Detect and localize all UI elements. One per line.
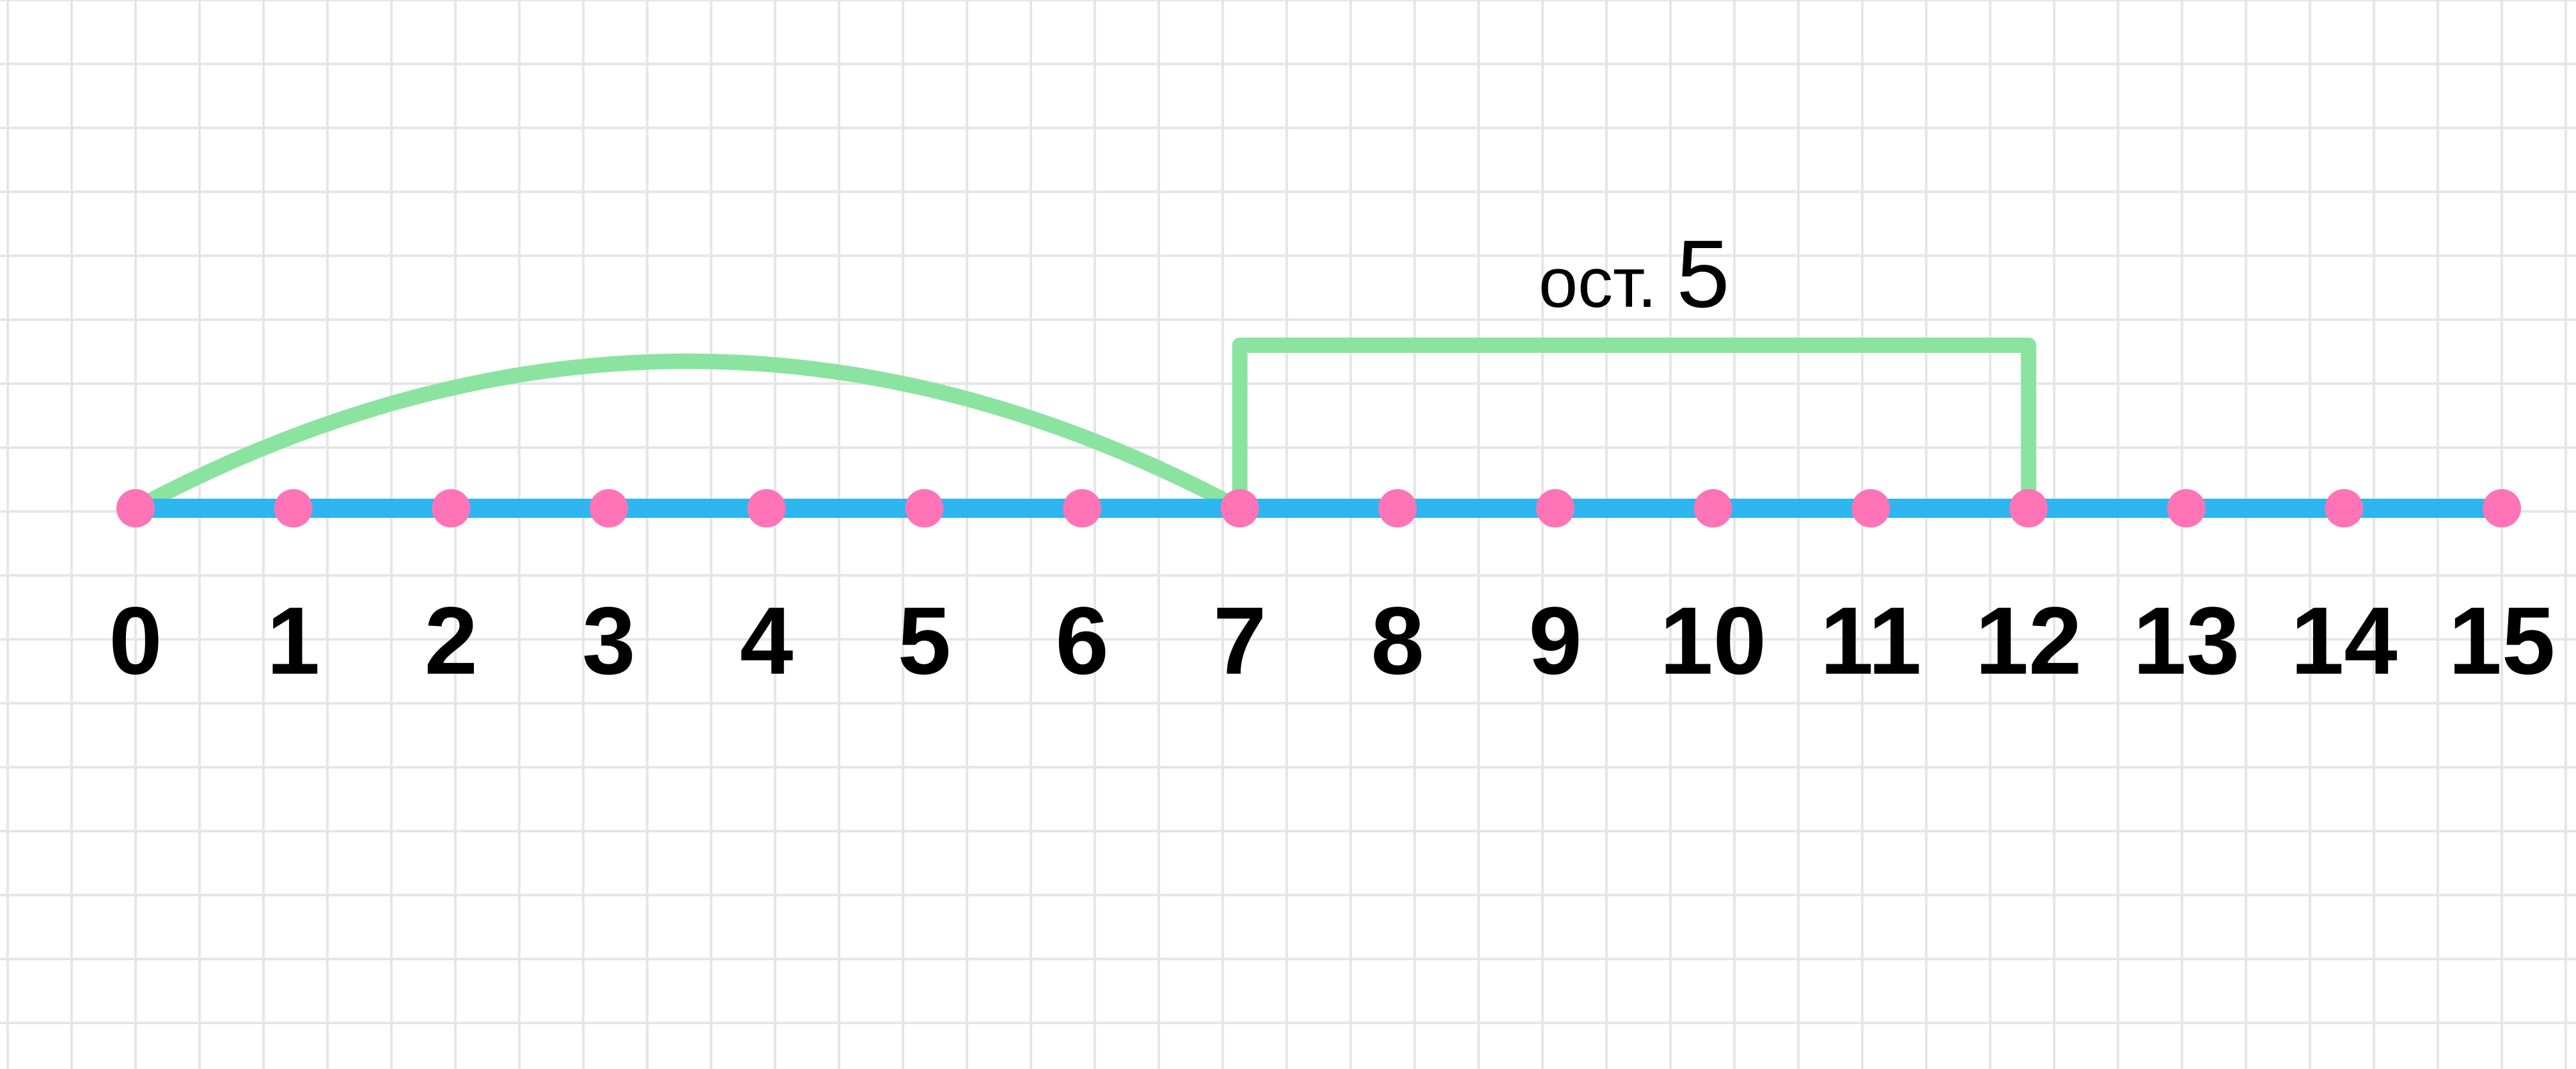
tick-label: 10: [1660, 587, 1766, 694]
tick-label: 14: [2291, 587, 2398, 694]
tick-dot: [116, 489, 155, 527]
tick-label: 11: [1820, 587, 1922, 694]
tick-label: 7: [1213, 587, 1266, 694]
tick-label: 12: [1975, 587, 2082, 694]
tick-dot: [2483, 489, 2521, 527]
remainder-label-prefix: ост.: [1539, 244, 1677, 322]
tick-label: 9: [1528, 587, 1582, 694]
tick-dot: [1221, 489, 1259, 527]
tick-dot: [590, 489, 628, 527]
tick-label: 1: [267, 587, 320, 694]
number-line-diagram: ост. 50123456789101112131415: [0, 0, 2576, 1069]
tick-dot: [274, 489, 313, 527]
tick-dot: [2009, 489, 2048, 527]
tick-dot: [1536, 489, 1575, 527]
tick-dot: [432, 489, 470, 527]
tick-label: 3: [582, 587, 635, 694]
tick-label: 2: [425, 587, 478, 694]
tick-dot: [1063, 489, 1101, 527]
tick-dot: [2325, 489, 2363, 527]
tick-dot: [1694, 489, 1732, 527]
tick-dot: [748, 489, 786, 527]
tick-label: 5: [898, 587, 951, 694]
tick-label: 6: [1055, 587, 1108, 694]
tick-label: 8: [1371, 587, 1424, 694]
remainder-label-value: 5: [1676, 220, 1729, 327]
tick-label: 0: [109, 587, 162, 694]
tick-label: 15: [2449, 587, 2556, 694]
tick-label: 4: [740, 587, 793, 694]
tick-label: 13: [2133, 587, 2240, 694]
tick-dot: [2167, 489, 2206, 527]
tick-dot: [1378, 489, 1417, 527]
tick-dot: [905, 489, 943, 527]
tick-dot: [1851, 489, 1890, 527]
